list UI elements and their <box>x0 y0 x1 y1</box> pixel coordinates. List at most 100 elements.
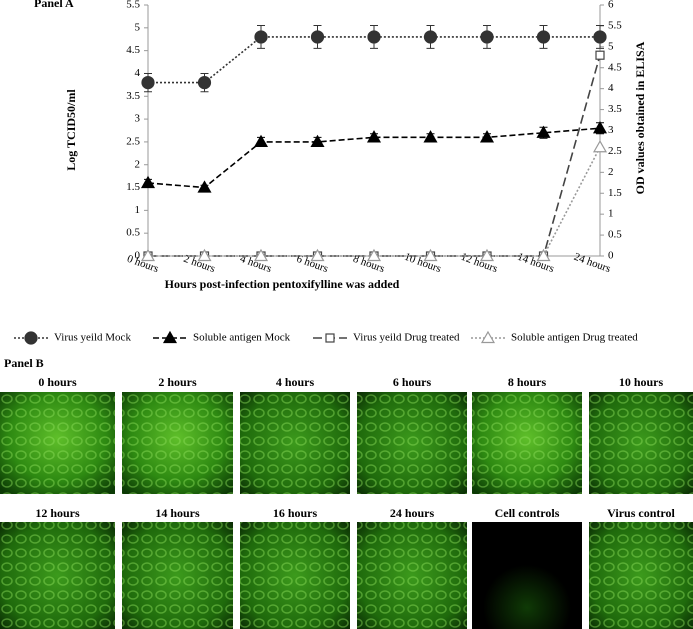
legend-item: Virus yeild Drug treated <box>313 332 460 344</box>
micrograph-cells <box>589 392 693 494</box>
x-tick-label: 12 hours <box>459 251 499 275</box>
micrograph-cells <box>357 522 467 629</box>
x-axis-label: Hours post-infection pentoxifylline was … <box>165 277 400 291</box>
marker <box>24 331 38 345</box>
marker <box>479 130 495 143</box>
micrograph-cells <box>0 522 115 629</box>
image-label: 6 hours <box>393 375 432 389</box>
y-tick-label: 5 <box>135 21 141 33</box>
y-tick-label: 3 <box>135 113 141 125</box>
marker <box>480 330 496 344</box>
marker <box>423 130 438 143</box>
marker <box>367 30 381 44</box>
image-label: 2 hours <box>158 375 197 389</box>
y-tick-label: 0.5 <box>126 227 140 239</box>
legend-item: Soluble antigen Drug treated <box>471 330 638 344</box>
series-line <box>148 146 601 257</box>
marker <box>592 121 608 134</box>
series-line <box>148 36 600 84</box>
image-label: Virus control <box>607 506 675 520</box>
y-tick-label: 2.5 <box>126 135 140 147</box>
legend-label: Soluble antigen Mock <box>193 332 291 344</box>
legend-label: Soluble antigen Drug treated <box>511 332 638 344</box>
y-tick-label: 3.5 <box>126 90 140 102</box>
image-label: 24 hours <box>390 506 435 520</box>
marker <box>254 30 268 44</box>
y2-tick-label: 0 <box>608 250 614 262</box>
marker <box>253 248 269 262</box>
micrograph-cells <box>589 522 693 629</box>
marker <box>197 180 212 193</box>
image-label: 14 hours <box>155 506 200 520</box>
y-axis-label: Log TCID50/ml <box>64 89 78 171</box>
marker <box>536 30 551 44</box>
marker <box>162 330 178 344</box>
marker <box>140 248 156 262</box>
marker <box>480 30 494 44</box>
marker <box>310 248 325 262</box>
image-label: 0 hours <box>38 375 77 389</box>
y-tick-label: 4.5 <box>126 44 140 56</box>
y2-tick-label: 4 <box>608 82 614 94</box>
legend-item: Virus yeild Mock <box>14 331 131 345</box>
x-tick-label: 24 hours <box>572 251 612 275</box>
x-tick-label: 14 hours <box>516 251 556 275</box>
image-label: Cell controls <box>495 506 560 520</box>
marker <box>423 30 438 44</box>
micrograph <box>472 522 582 629</box>
y2-tick-label: 2.5 <box>608 145 622 157</box>
y2-tick-label: 5.5 <box>608 19 622 31</box>
marker <box>595 50 605 60</box>
marker <box>141 75 155 90</box>
micrograph-cells <box>240 392 350 494</box>
y-tick-label: 0 <box>135 250 141 262</box>
marker <box>423 248 438 262</box>
marker <box>325 333 335 343</box>
y2-axis-label: OD values obtained in ELISA <box>633 41 647 194</box>
y-tick-label: 1.5 <box>126 181 140 193</box>
image-label: 8 hours <box>508 375 547 389</box>
panel-title: Panel A <box>34 0 74 10</box>
y2-tick-label: 0.5 <box>608 229 622 241</box>
legend-item: Soluble antigen Mock <box>153 330 291 344</box>
marker <box>536 248 551 262</box>
y-tick-label: 2 <box>135 158 141 170</box>
marker <box>593 30 607 44</box>
micrograph-cells <box>122 392 233 494</box>
legend-label: Virus yeild Mock <box>54 332 131 344</box>
marker <box>197 248 212 262</box>
image-label: 12 hours <box>35 506 80 520</box>
y2-tick-label: 1.5 <box>608 187 622 199</box>
marker <box>197 75 212 90</box>
image-label: 10 hours <box>619 375 664 389</box>
marker <box>140 175 156 189</box>
marker <box>479 248 495 262</box>
marker <box>366 248 382 262</box>
y2-tick-label: 3.5 <box>608 103 622 115</box>
y2-tick-label: 6 <box>608 0 614 11</box>
micrograph-cells <box>472 392 582 494</box>
micrograph-cells <box>122 522 233 629</box>
micrograph-cells <box>0 392 115 494</box>
y-tick-label: 5.5 <box>126 0 140 11</box>
y-tick-label: 4 <box>135 67 141 79</box>
marker <box>253 134 269 148</box>
marker <box>310 30 325 44</box>
y2-tick-label: 2 <box>608 166 614 178</box>
series-line <box>148 54 601 257</box>
x-tick-label: 10 hours <box>403 251 443 275</box>
image-label: 16 hours <box>273 506 318 520</box>
y2-tick-label: 4.5 <box>608 61 622 73</box>
legend-label: Virus yeild Drug treated <box>353 332 460 344</box>
image-label: 4 hours <box>276 375 315 389</box>
panel-title: Panel B <box>4 356 44 370</box>
y-tick-label: 1 <box>135 204 141 216</box>
y2-tick-label: 3 <box>608 124 614 136</box>
y2-tick-label: 5 <box>608 40 614 52</box>
micrograph-cells <box>357 392 467 494</box>
marker <box>310 134 325 148</box>
marker <box>366 130 382 143</box>
micrograph-cells <box>240 522 350 629</box>
y2-tick-label: 1 <box>608 208 614 220</box>
